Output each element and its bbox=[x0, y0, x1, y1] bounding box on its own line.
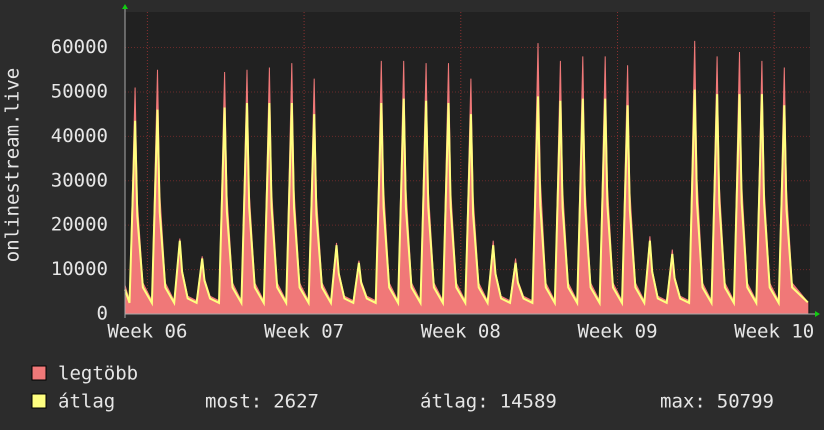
stat-label: átlag: bbox=[420, 391, 489, 413]
y-axis-title: onlinestream.live bbox=[2, 68, 24, 262]
y-tick-label: 50000 bbox=[51, 80, 108, 102]
y-tick-label: 30000 bbox=[51, 169, 108, 191]
stat-label: most: bbox=[205, 391, 262, 413]
legend-label: legtöbb bbox=[58, 363, 138, 385]
stat-label: max: bbox=[660, 391, 706, 413]
y-tick-label: 60000 bbox=[51, 36, 108, 58]
x-tick-label: Week 09 bbox=[577, 321, 657, 343]
y-tick-label: 40000 bbox=[51, 125, 108, 147]
axis-arrow bbox=[122, 4, 128, 9]
x-tick-label: Week 10 bbox=[734, 321, 814, 343]
stat-value: 14589 bbox=[500, 391, 557, 413]
stat-value: 2627 bbox=[273, 391, 319, 413]
line bbox=[124, 89, 809, 307]
y-tick-label: 0 bbox=[97, 303, 108, 325]
legend-label: átlag bbox=[58, 391, 115, 413]
y-tick-label: 20000 bbox=[51, 214, 108, 236]
x-tick-label: Week 07 bbox=[264, 321, 344, 343]
y-tick-label: 10000 bbox=[51, 258, 108, 280]
legend-swatch bbox=[31, 393, 47, 409]
x-tick-label: Week 08 bbox=[421, 321, 501, 343]
x-tick-label: Week 06 bbox=[107, 321, 187, 343]
stat-value: 50799 bbox=[717, 391, 774, 413]
legend-swatch bbox=[31, 365, 47, 381]
axis-arrow bbox=[815, 311, 820, 317]
